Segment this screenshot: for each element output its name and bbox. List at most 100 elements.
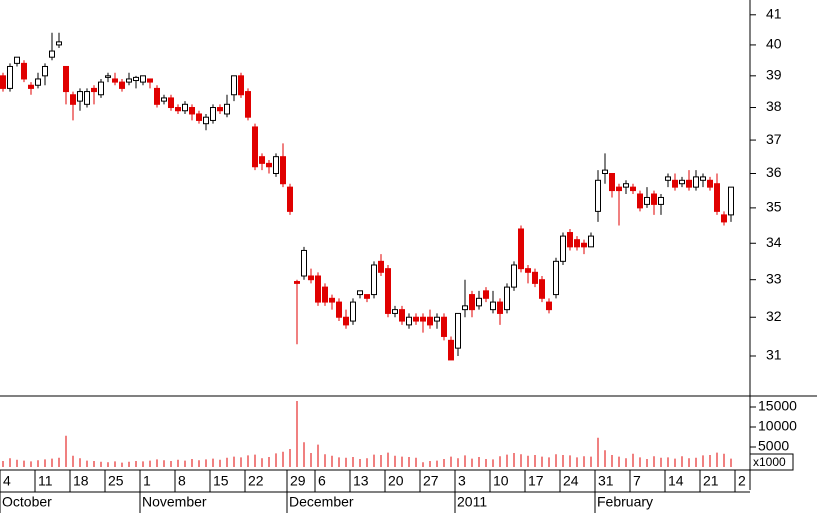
candle-body	[70, 94, 76, 105]
candle-body	[644, 196, 650, 205]
candle-body	[168, 97, 174, 109]
x-tick-label: 13	[353, 473, 369, 489]
candle-body	[35, 78, 41, 86]
y-tick-label: 41	[766, 5, 782, 21]
x-tick-label: 27	[423, 473, 439, 489]
y-tick-label: 36	[766, 164, 782, 180]
candle-body	[679, 179, 685, 185]
candle-body	[21, 62, 27, 80]
candle-body	[427, 316, 433, 326]
candle-body	[273, 156, 279, 175]
candle-body	[224, 103, 230, 115]
candle-body	[616, 186, 622, 192]
candle-body	[315, 275, 321, 303]
candle-body	[63, 65, 69, 93]
x-tick-label: 31	[598, 473, 614, 489]
candle-body	[385, 268, 391, 314]
x-tick-label: 2	[738, 473, 746, 489]
x-tick-label: 24	[563, 473, 579, 489]
x-tick-label: 8	[178, 473, 186, 489]
y-tick-label: 37	[766, 131, 782, 147]
candle-body	[147, 78, 153, 83]
y-tick-label: 35	[766, 199, 782, 215]
candle-body	[56, 41, 62, 46]
candle-body	[301, 249, 307, 277]
candle-body	[84, 91, 90, 105]
candle-body	[371, 264, 377, 296]
candle-body	[595, 179, 601, 212]
candle-body	[560, 235, 566, 262]
candle-body	[714, 183, 720, 212]
candle-body	[350, 301, 356, 322]
candle-body	[0, 75, 6, 89]
candle-body	[98, 81, 104, 96]
candle-body	[49, 50, 55, 58]
volume-tick-label: 5000	[758, 438, 789, 454]
candle-body	[259, 156, 265, 164]
candle-body	[196, 113, 202, 121]
candle-body	[504, 286, 510, 311]
candle-body	[112, 78, 118, 83]
candle-body	[518, 228, 524, 270]
month-label: November	[142, 494, 207, 510]
candle-body	[630, 186, 636, 192]
candle-body	[322, 286, 328, 303]
x-tick-label: 15	[213, 473, 229, 489]
x-tick-label: 22	[248, 473, 264, 489]
candle-body	[133, 76, 139, 82]
candle-body	[567, 232, 573, 248]
candle-body	[119, 81, 125, 89]
x-tick-label: 4	[3, 473, 11, 489]
y-tick-label: 39	[766, 67, 782, 83]
candle-body	[574, 239, 580, 248]
candle-body	[700, 176, 706, 181]
candle-body	[672, 179, 678, 188]
candle-body	[140, 75, 146, 83]
candle-body	[581, 242, 587, 248]
month-label: December	[289, 494, 354, 510]
x-tick-label: 21	[703, 473, 719, 489]
x-tick-label: 10	[493, 473, 509, 489]
x-tick-label: 29	[290, 473, 306, 489]
candle-body	[28, 84, 34, 89]
candle-body	[413, 316, 419, 322]
candle-body	[203, 116, 209, 125]
candle-body	[651, 193, 657, 205]
candle-body	[728, 186, 734, 216]
candle-body	[294, 281, 300, 284]
month-label: February	[597, 494, 653, 510]
candle-body	[707, 179, 713, 188]
candle-body	[42, 65, 48, 77]
y-tick-label: 40	[766, 36, 782, 52]
candle-body	[658, 196, 664, 205]
candle-body	[287, 186, 293, 212]
candle-body	[448, 339, 454, 361]
candle-body	[91, 87, 97, 93]
x-tick-label: 14	[668, 473, 684, 489]
candle-body	[693, 176, 699, 188]
candle-body	[665, 176, 671, 181]
candle-body	[14, 56, 20, 64]
x-tick-label: 25	[108, 473, 124, 489]
candle-body	[245, 91, 251, 118]
candle-body	[126, 78, 132, 83]
candle-body	[210, 107, 216, 121]
y-tick-label: 32	[766, 308, 782, 324]
candle-body	[7, 65, 13, 89]
candle-body	[420, 316, 426, 322]
volume-tick-label: 10000	[758, 418, 797, 434]
candle-body	[378, 260, 384, 273]
candle-body	[77, 91, 83, 102]
candle-body	[406, 316, 412, 326]
x-tick-label: 17	[528, 473, 544, 489]
x-tick-label: 6	[318, 473, 326, 489]
candle-body	[609, 173, 615, 192]
candle-body	[343, 316, 349, 326]
candle-body	[329, 297, 335, 303]
candle-body	[280, 156, 286, 185]
candle-body	[483, 290, 489, 299]
month-label: October	[2, 494, 52, 510]
x-tick-label: 7	[633, 473, 641, 489]
